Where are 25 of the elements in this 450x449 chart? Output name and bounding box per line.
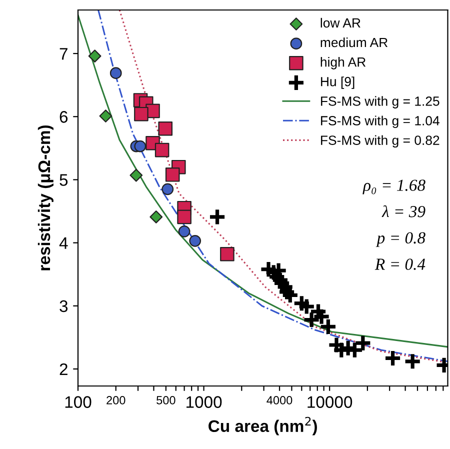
- annotation: ρ₀ = 1.68: [362, 180, 426, 194]
- y-tick-label: 7: [60, 48, 68, 60]
- annotation: p = 0.8: [376, 232, 426, 247]
- x-tick-label: 500: [156, 396, 176, 404]
- x-tick-label: 100: [65, 396, 92, 408]
- legend-label: medium AR: [320, 37, 388, 48]
- x-tick-label: 10000: [308, 396, 352, 408]
- x-axis-title: Cu area (nm$^{2}$): [208, 416, 317, 436]
- legend-label: FS-MS with g = 1.04: [321, 116, 440, 128]
- legend-label: low AR: [320, 18, 360, 28]
- y-tick-label: 3: [60, 300, 68, 312]
- legend-label: Hu [9]: [321, 76, 354, 89]
- legend-label: FS-MS with g = 1.25: [321, 96, 440, 108]
- y-tick-label: 6: [60, 111, 68, 123]
- y-tick-label: 4: [59, 237, 68, 249]
- legend-label: FS-MS with g = 0.82: [321, 135, 440, 148]
- y-axis-title: resistivity (μΩ-cm): [38, 125, 54, 270]
- annotation: R = 0.4: [374, 258, 426, 270]
- annotation: λ = 39: [382, 205, 426, 218]
- y-tick-label: 2: [60, 363, 68, 376]
- y-tick-label: 5: [60, 174, 68, 186]
- x-tick-label: 4000: [266, 396, 292, 404]
- x-tick-label: 1000: [186, 396, 222, 408]
- x-tick-label: 200: [106, 396, 126, 404]
- legend-label: high AR: [320, 57, 366, 70]
